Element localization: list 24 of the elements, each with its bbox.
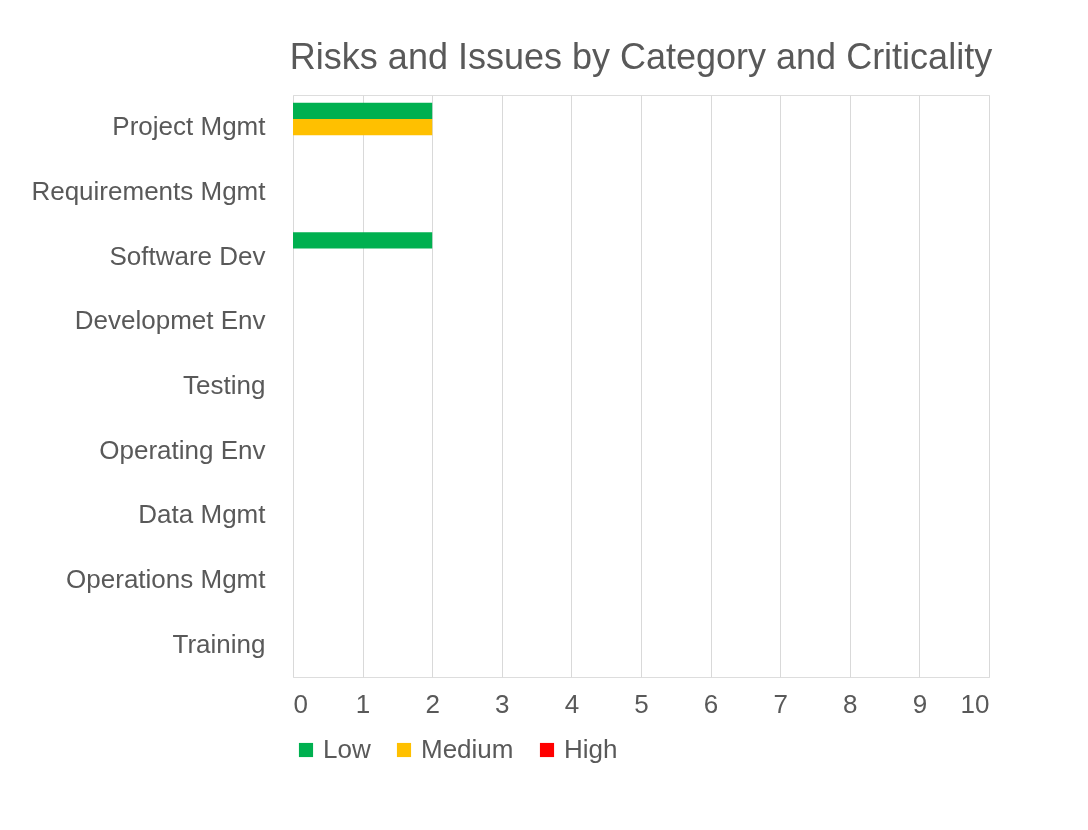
y-tick-label: Operating Env: [99, 434, 266, 465]
y-tick-label: Software Dev: [109, 240, 266, 271]
y-tick-label: Data Mgmt: [138, 499, 267, 530]
y-tick-label: Requirements Mgmt: [31, 175, 267, 206]
x-tick-label: 4: [564, 688, 580, 719]
x-tick-label: 10: [960, 688, 990, 719]
legend-label: High: [564, 734, 618, 764]
x-tick-label: 0: [293, 688, 308, 719]
legend-label: Medium: [421, 734, 514, 764]
x-tick-label: 2: [425, 688, 440, 719]
y-tick-label: Testing: [183, 370, 266, 400]
x-tick-label: 7: [773, 688, 788, 719]
y-tick-label: Training: [172, 628, 266, 659]
x-tick-label: 6: [703, 688, 719, 719]
y-tick-label: Project Mgmt: [112, 111, 267, 142]
x-tick-label: 8: [843, 688, 858, 719]
chart-title: Risks and Issues by Category and Criticality: [289, 36, 993, 77]
legend-label: Low: [323, 734, 371, 764]
x-tick-label: 9: [912, 688, 928, 719]
y-tick-label: Developmet Env: [74, 305, 266, 336]
x-tick-label: 1: [355, 688, 371, 719]
y-tick-label: Operations Mgmt: [66, 564, 267, 595]
x-tick-label: 5: [634, 688, 649, 719]
x-tick-label: 3: [495, 688, 510, 719]
